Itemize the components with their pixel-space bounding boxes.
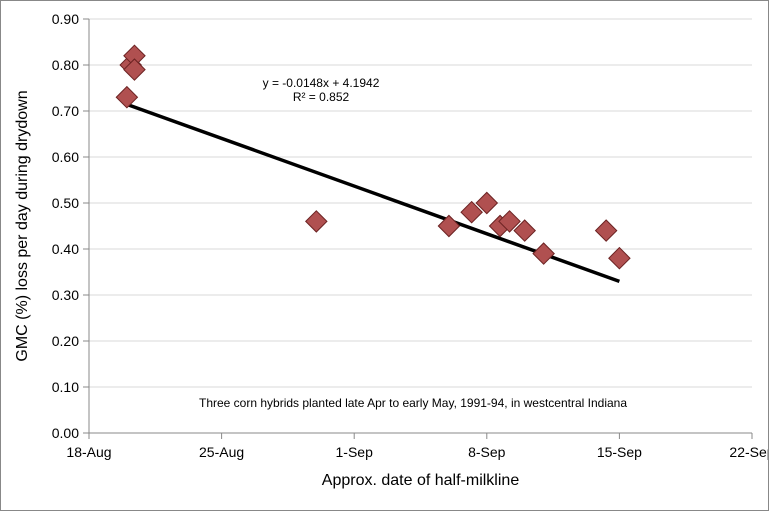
equation-line1: y = -0.0148x + 4.1942 [263, 76, 380, 90]
y-tick-label: 0.70 [52, 103, 79, 119]
data-point [609, 248, 630, 269]
y-tick-label: 0.60 [52, 149, 79, 165]
y-tick-label: 0.40 [52, 241, 79, 257]
data-point [116, 87, 137, 108]
x-tick-label: 25-Aug [199, 444, 244, 460]
y-axis-label: GMC (%) loss per day during drydown [14, 90, 31, 361]
y-tick-label: 0.80 [52, 57, 79, 73]
x-axis-label: Approx. date of half-milkline [322, 472, 520, 489]
scatter-chart: 0.00 0.10 0.20 0.30 0.40 0.50 0.60 0.70 0.80 0.90… [1, 1, 768, 510]
x-tick-label: 22-Sep [729, 444, 768, 460]
chart-container: 0.00 0.10 0.20 0.30 0.40 0.50 0.60 0.70 0.80 0.90… [0, 0, 769, 511]
y-tick-label: 0.30 [52, 287, 79, 303]
data-point [596, 220, 617, 241]
x-tick-label: 1-Sep [336, 444, 374, 460]
equation-line2: R² = 0.852 [293, 90, 350, 104]
data-point [533, 243, 554, 264]
x-tick-label: 8-Sep [468, 444, 506, 460]
caption: Three corn hybrids planted late Apr to e… [199, 396, 627, 410]
x-tick-label: 18-Aug [66, 444, 111, 460]
x-tick-label: 15-Sep [597, 444, 642, 460]
y-tick-label: 0.90 [52, 11, 79, 27]
y-tick-label: 0.10 [52, 379, 79, 395]
y-tick-label: 0.50 [52, 195, 79, 211]
y-tick-label: 0.20 [52, 333, 79, 349]
data-point [306, 211, 327, 232]
y-tick-label: 0.00 [52, 425, 79, 441]
